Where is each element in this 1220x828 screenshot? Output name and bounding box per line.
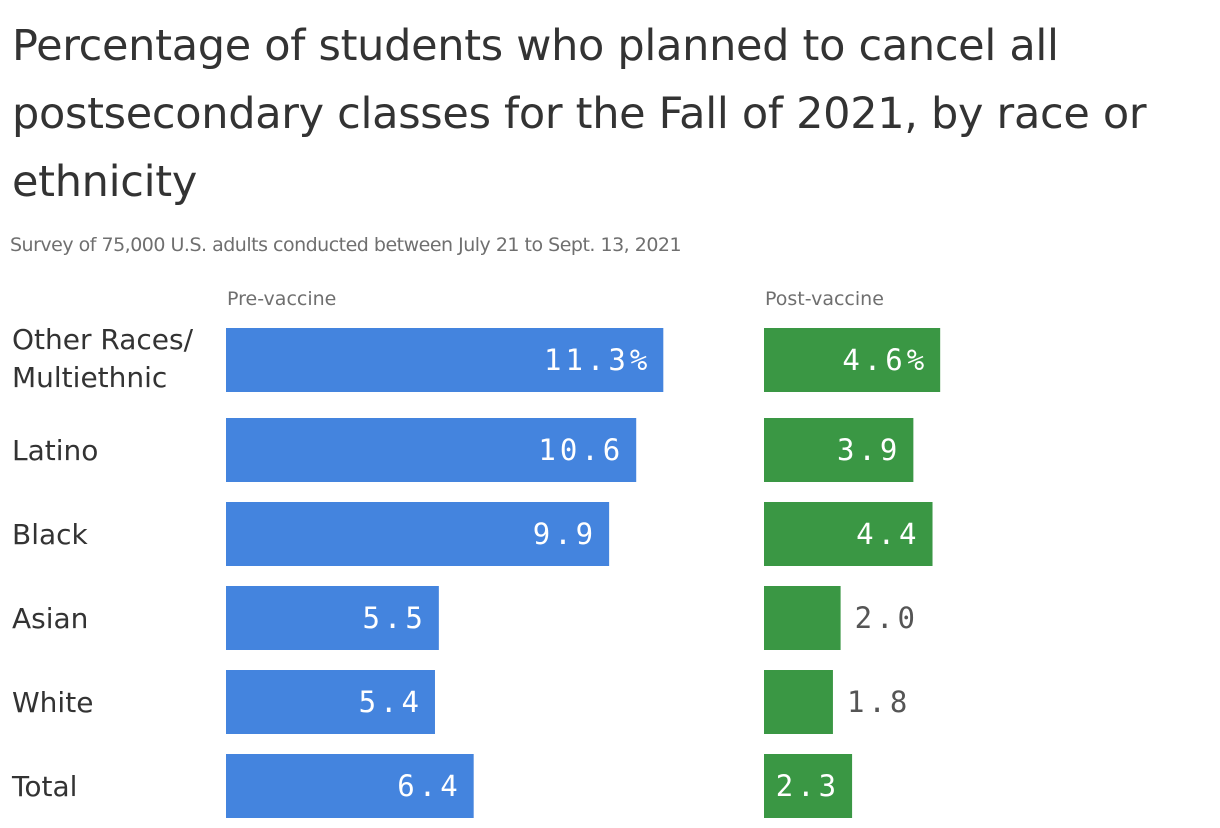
row-label: Total — [11, 770, 77, 803]
chart-title: Percentage of students who planned to ca… — [12, 21, 1147, 207]
chart-subtitle: Survey of 75,000 U.S. adults conducted b… — [10, 234, 682, 256]
bar — [764, 328, 941, 392]
row-label: White — [12, 686, 93, 719]
column-header-post-vaccine: Post-vaccine — [765, 288, 884, 310]
bar — [764, 502, 933, 566]
bar — [226, 418, 637, 482]
row-label: Other Races/Multiethnic — [12, 323, 194, 394]
data-label: 4.6% — [842, 343, 928, 377]
data-label: 10.6 — [538, 433, 624, 467]
bar — [226, 670, 435, 734]
bar — [226, 754, 474, 818]
bar — [764, 586, 841, 650]
row-label: Asian — [12, 602, 88, 635]
column-header-pre-vaccine: Pre-vaccine — [227, 288, 336, 310]
bar — [226, 328, 664, 392]
row-label: Latino — [12, 434, 98, 467]
data-label: 9.9 — [533, 517, 597, 551]
bar — [764, 418, 914, 482]
data-label: 5.5 — [362, 601, 426, 635]
bar — [764, 754, 853, 818]
data-label: 6.4 — [397, 769, 461, 803]
data-label: 4.4 — [856, 517, 920, 551]
data-label: 5.4 — [359, 685, 423, 719]
data-label: 2.3 — [776, 769, 840, 803]
bar — [764, 670, 833, 734]
data-label: 3.9 — [837, 433, 901, 467]
data-label: 11.3% — [544, 343, 651, 377]
row-label: Black — [12, 518, 89, 551]
bar — [226, 586, 439, 650]
data-label: 1.8 — [847, 685, 911, 719]
bar — [226, 502, 610, 566]
data-label: 2.0 — [855, 601, 919, 635]
